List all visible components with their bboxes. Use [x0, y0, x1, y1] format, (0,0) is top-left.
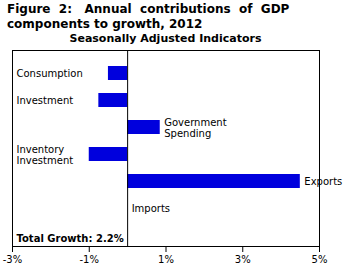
svg-text:Consumption: Consumption	[17, 68, 83, 79]
svg-text:1%: 1%	[158, 254, 174, 265]
html-text:Seasonally Adjusted Indicators: Seasonally Adjusted Indicators	[69, 32, 262, 45]
svg-text:Exports: Exports	[304, 176, 342, 187]
svg-text:GovernmentSpending: GovernmentSpending	[164, 117, 226, 139]
svg-text:InventoryInvestment: InventoryInvestment	[17, 144, 74, 166]
svg-text:Imports: Imports	[132, 203, 170, 214]
svg-text:5%: 5%	[312, 254, 328, 265]
html-text:Figure 2: Annual contributions: Figure 2: Annual contributions of GDP co…	[7, 2, 290, 31]
svg-text:Total Growth: 2.2%: Total Growth: 2.2%	[17, 233, 124, 244]
svg-text:-1%: -1%	[80, 254, 99, 265]
svg-text:3%: 3%	[235, 254, 251, 265]
svg-text:-3%: -3%	[3, 254, 22, 265]
svg-text:Investment: Investment	[17, 95, 74, 106]
